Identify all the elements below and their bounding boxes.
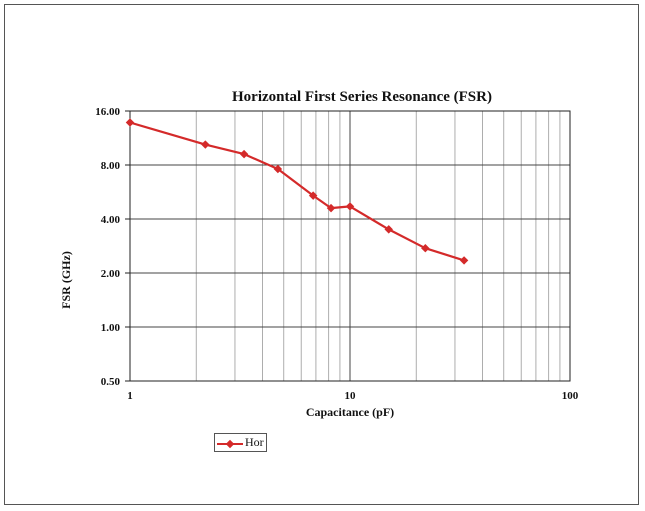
y-axis-label: FSR (GHz)	[59, 251, 73, 309]
y-tick-label: 0.50	[101, 376, 121, 388]
grid	[130, 111, 570, 381]
series-line-hor	[129, 121, 465, 262]
chart-frame	[4, 4, 639, 505]
data-point	[326, 203, 336, 213]
data-point	[273, 164, 283, 174]
data-point	[345, 202, 355, 211]
data-point	[239, 149, 249, 159]
legend-label-hor: Hor	[245, 435, 264, 449]
chart-title: Horizontal First Series Resonance (FSR)	[232, 89, 492, 105]
y-tick-label: 16.00	[95, 106, 120, 118]
x-axis-label: Capacitance (pF)	[306, 405, 394, 419]
legend-swatch-hor	[217, 437, 243, 449]
data-point	[384, 225, 393, 234]
y-tick-label: 4.00	[101, 214, 121, 226]
y-tick-label: 2.00	[101, 268, 121, 280]
series-layer	[125, 118, 469, 265]
x-tick-label: 100	[562, 390, 579, 402]
data-point	[308, 191, 318, 200]
y-tick-label: 8.00	[101, 160, 121, 172]
y-tick-label: 1.00	[101, 322, 121, 334]
data-point	[459, 256, 469, 265]
plot-area	[129, 110, 571, 382]
data-point	[421, 243, 430, 253]
data-point	[125, 118, 135, 127]
legend: Hor	[214, 433, 267, 452]
x-tick-label: 1	[127, 390, 133, 402]
x-tick-label: 10	[345, 390, 357, 402]
data-point	[201, 140, 210, 149]
axis-ticks: 16.00 8.00 4.00 2.00 1.00 0.50 1 10 100	[95, 106, 579, 402]
